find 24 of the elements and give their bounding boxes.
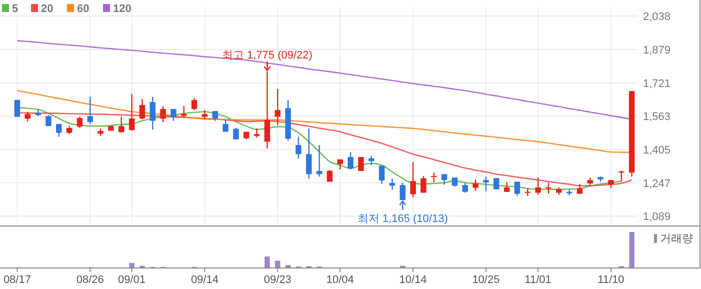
legend-label: 5 (12, 3, 18, 15)
annotation: 최고 1,775 (09/22) (222, 49, 312, 62)
x-tick-label: 11/10 (598, 274, 624, 286)
legend-label: 20 (41, 3, 54, 15)
y-tick-label: 1,563 (643, 111, 671, 124)
x-tick-label: 08/17 (3, 274, 31, 286)
y-tick-label: 1,089 (643, 211, 671, 224)
y-tick-label: 1,879 (643, 44, 671, 57)
x-tick-label: 08/26 (76, 274, 104, 286)
x-tick-label: 09/01 (118, 274, 146, 286)
y-tick-label: 1,721 (643, 78, 671, 90)
x-tick-label: 10/14 (399, 274, 427, 286)
y-tick-label: 1,405 (643, 144, 671, 156)
x-tick-label: 11/01 (524, 274, 552, 286)
x-tick-label: 10/25 (472, 274, 500, 286)
annotation: 최저 1,165 (10/13) (357, 213, 448, 226)
legend-label: 120 (113, 3, 132, 15)
x-tick-label: 09/23 (264, 274, 292, 286)
x-tick-label: 10/04 (326, 274, 354, 286)
y-tick-label: 1,247 (643, 178, 671, 190)
legend-label: 60 (77, 3, 90, 15)
y-tick-label: 2,038 (643, 11, 671, 24)
x-tick-label: 09/14 (190, 274, 218, 286)
legend-label: 거래량 (660, 233, 693, 245)
